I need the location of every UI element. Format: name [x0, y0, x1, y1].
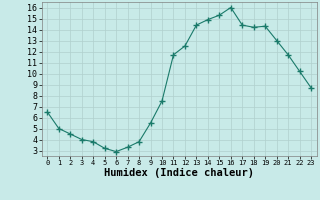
X-axis label: Humidex (Indice chaleur): Humidex (Indice chaleur)	[104, 168, 254, 178]
